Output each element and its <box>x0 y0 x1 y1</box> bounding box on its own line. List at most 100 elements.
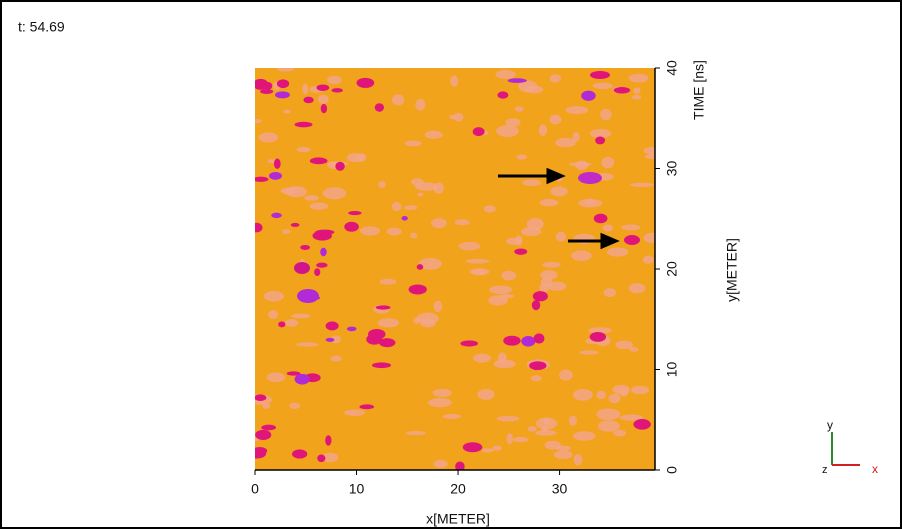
texture-spot <box>553 450 573 460</box>
texture-spot <box>266 372 286 383</box>
texture-spot <box>497 352 507 364</box>
texture-spot <box>592 82 613 90</box>
anomaly-spot <box>472 127 485 137</box>
texture-spot <box>379 278 397 285</box>
y-tick-label: 10 <box>664 362 680 378</box>
anomaly-spot <box>275 91 290 99</box>
anomaly-spot <box>291 449 308 459</box>
anomaly-spot <box>497 91 509 99</box>
texture-spot <box>428 398 452 408</box>
texture-spot <box>549 114 562 125</box>
anomaly-spot <box>408 284 427 295</box>
texture-spot <box>527 426 537 432</box>
y-tick-label: 0 <box>664 466 680 474</box>
texture-spot <box>547 281 567 291</box>
x-tick-label: 30 <box>552 481 568 497</box>
anomaly-spot <box>255 394 267 402</box>
texture-spot <box>416 312 439 325</box>
anomaly-spot <box>335 161 345 171</box>
texture-spot <box>559 369 573 381</box>
anomaly-spot <box>255 429 272 441</box>
texture-spot <box>540 270 558 280</box>
texture-spot <box>431 218 447 229</box>
x-tick-label: 20 <box>450 481 466 497</box>
anomaly-spot <box>303 96 314 104</box>
anomaly-spot <box>290 222 300 227</box>
texture-spot <box>302 83 309 95</box>
anomaly-spot <box>263 81 273 90</box>
anomaly-spot <box>359 404 375 410</box>
texture-spot <box>568 162 592 167</box>
anomaly-spot <box>255 449 267 459</box>
texture-spot <box>495 70 516 79</box>
anomaly-spot <box>294 262 310 274</box>
texture-spot <box>643 232 655 243</box>
texture-spot <box>454 219 470 226</box>
texture-spot <box>589 128 612 139</box>
anomaly-spot <box>356 77 375 88</box>
anomaly-spot <box>259 89 274 94</box>
texture-spot <box>596 408 621 421</box>
texture-spot <box>619 414 643 421</box>
texture-spot <box>433 300 443 313</box>
texture-spot <box>643 146 655 155</box>
texture-spot <box>555 231 567 242</box>
triad-label: z <box>822 464 828 476</box>
arrow-head <box>546 167 566 185</box>
texture-spot <box>496 125 519 138</box>
anomaly-spot <box>462 442 483 453</box>
texture-spot <box>360 226 380 236</box>
texture-spot <box>391 201 402 212</box>
anomaly-spot <box>325 435 332 446</box>
texture-spot <box>631 95 642 100</box>
anomaly-spot <box>521 335 536 347</box>
texture-spot <box>489 285 513 295</box>
anomaly-spot <box>325 337 335 342</box>
texture-spot <box>417 192 424 197</box>
texture-spot <box>600 108 612 121</box>
texture-spot <box>544 440 561 450</box>
texture-spot <box>284 319 299 327</box>
y-tick-label: 40 <box>664 60 680 76</box>
texture-spot <box>276 68 294 72</box>
texture-spot <box>469 268 490 276</box>
texture-spot <box>410 232 418 239</box>
texture-spot <box>327 75 342 85</box>
texture-spot <box>572 431 596 441</box>
texture-spot <box>424 130 443 139</box>
y-tick-label: 30 <box>664 161 680 177</box>
anomaly-spot <box>348 211 362 216</box>
arrow-head <box>600 232 620 250</box>
texture-spot <box>413 317 421 324</box>
anomaly-spot <box>578 172 602 184</box>
texture-spot <box>296 342 319 347</box>
anomaly-spot <box>300 244 311 250</box>
texture-spot <box>330 355 342 362</box>
texture-spot <box>573 453 583 466</box>
texture-spot <box>555 137 576 148</box>
anomaly-spot <box>294 373 310 385</box>
anomaly-spot <box>316 262 328 268</box>
anomaly-spot <box>503 335 521 346</box>
x-tick-label: 10 <box>349 481 365 497</box>
texture-spot <box>642 255 654 264</box>
anomaly-spot <box>271 212 282 219</box>
texture-spot <box>505 118 521 127</box>
texture-spot <box>542 261 561 268</box>
anomaly-spot <box>331 88 343 93</box>
texture-spot <box>317 94 329 104</box>
anomaly-spot <box>314 268 321 277</box>
texture-spot <box>410 178 424 186</box>
texture-spot <box>602 224 613 232</box>
texture-spot <box>433 182 444 194</box>
texture-spot <box>526 218 544 230</box>
texture-spot <box>613 429 627 437</box>
anomaly-spot <box>346 326 357 332</box>
texture-spot <box>432 388 452 397</box>
texture-spot <box>538 124 548 136</box>
texture-spot <box>404 140 422 147</box>
anomaly-spot <box>320 103 328 114</box>
anomaly-spot <box>378 338 396 348</box>
anomaly-spot <box>532 291 548 302</box>
